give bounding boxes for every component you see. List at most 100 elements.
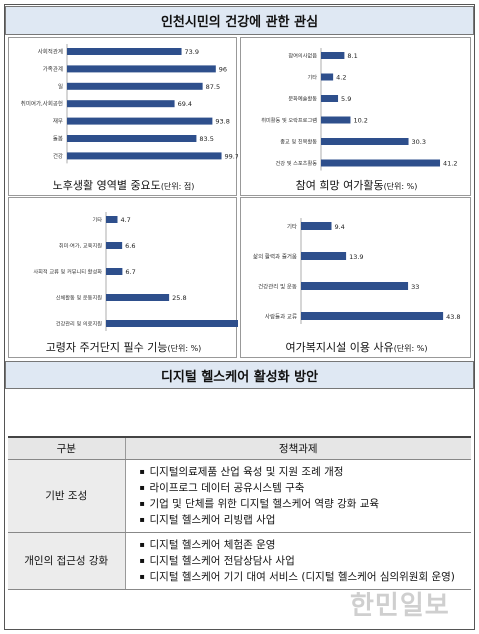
caption-unit: (단위: %) bbox=[383, 182, 418, 191]
watermark-logo: 한민일보 bbox=[350, 585, 450, 622]
category-label: 취미활동 및 오락프로그램 bbox=[261, 116, 317, 124]
chart-caption-1: 노후생활 영역별 중요도(단위: 점) bbox=[9, 177, 238, 193]
bar bbox=[321, 116, 351, 124]
category-label: 삶의 활력과 즐거움 bbox=[253, 253, 297, 261]
chart-panel-2: 참여의사없음 8.1 기타 4.2 문화예술활동 5.9 취미활동 및 오락프로그램 10.2… bbox=[240, 37, 471, 196]
category-label: 건강 및 스포츠활동 bbox=[276, 159, 318, 167]
bar bbox=[301, 312, 444, 320]
chart-panel-4: 기타 9.4 삶의 활력과 즐거움 13.9 건강관리 및 운동 33 사람들과 교류 43.… bbox=[240, 197, 471, 358]
chart-housing-functions: 기타 4.7 취미·여가, 교육지원 6.6 사회적 교류 및 커뮤니티 활성화 6.7 신… bbox=[33, 212, 254, 331]
data-label: 33 bbox=[411, 283, 419, 291]
data-label: 43.8 bbox=[446, 313, 460, 321]
bar bbox=[106, 216, 118, 223]
data-label: 5.9 bbox=[341, 95, 351, 103]
category-label: 건강관리 및 의료지원 bbox=[56, 320, 102, 328]
category-label: 기타 bbox=[307, 73, 317, 81]
category-label: 가족관계 bbox=[43, 65, 63, 73]
category-label: 종교 및 친목활동 bbox=[280, 138, 317, 146]
chart-panel-1: 사회적관계 73.9 가족관계 96 일 87.5 취미여가,사회공헌 69.4 재무 93.8 돌… bbox=[8, 37, 239, 196]
header-tasks: 정책과제 bbox=[125, 436, 471, 460]
data-label: 6.7 bbox=[125, 268, 135, 276]
category-label: 기타 bbox=[287, 223, 297, 231]
data-label: 10.2 bbox=[353, 117, 367, 125]
caption-unit: (단위: 점) bbox=[160, 182, 195, 191]
data-label: 69.4 bbox=[178, 100, 192, 108]
category-label: 건강관리 및 운동 bbox=[258, 283, 297, 291]
bar bbox=[301, 222, 332, 230]
data-label: 87.5 bbox=[206, 83, 220, 91]
caption-text: 여가복지시설 이용 사유 bbox=[285, 341, 394, 354]
page-frame bbox=[4, 4, 475, 630]
data-label: 9.4 bbox=[334, 223, 344, 231]
header-title: 인천시민의 건강에 관한 관심 bbox=[160, 15, 319, 30]
caption-unit: (단위: %) bbox=[167, 344, 202, 353]
bar bbox=[106, 268, 123, 275]
bar bbox=[67, 152, 222, 160]
chart-caption-4: 여가복지시설 이용 사유(단위: %) bbox=[241, 339, 472, 355]
policy-header-row: 구분 정책과제 bbox=[8, 436, 471, 460]
table-row: 기반 조성 디지털의료제품 산업 육성 및 지원 조례 개정 라이프로그 데이터… bbox=[8, 459, 472, 533]
bar bbox=[321, 159, 441, 167]
watermark-text: 한민일보 bbox=[350, 591, 450, 621]
data-label: 8.1 bbox=[347, 52, 357, 60]
policy-item: 라이프로그 데이터 공유시스템 구축 bbox=[140, 480, 472, 496]
category-label: 기타 bbox=[92, 216, 102, 224]
row-category: 기반 조성 bbox=[8, 459, 126, 533]
bar bbox=[321, 95, 339, 102]
category-label: 재무 bbox=[53, 117, 63, 125]
caption-text: 참여 희망 여가활동 bbox=[295, 179, 384, 192]
category-label: 건강 bbox=[53, 153, 63, 160]
row-category: 개인의 접근성 강화 bbox=[8, 532, 126, 590]
policy-item: 디지털의료제품 산업 육성 및 지원 조례 개정 bbox=[140, 464, 472, 480]
chart-caption-3: 고령자 주거단지 필수 기능(단위: %) bbox=[9, 339, 238, 355]
row-tasks: 디지털의료제품 산업 육성 및 지원 조례 개정 라이프로그 데이터 공유시스템… bbox=[125, 459, 472, 533]
data-label: 93.8 bbox=[215, 118, 229, 126]
category-label: 돌봄 bbox=[53, 136, 63, 143]
row-tasks: 디지털 헬스케어 체험존 운영 디지털 헬스케어 전담상담사 사업 디지털 헬스… bbox=[125, 532, 472, 590]
bar bbox=[67, 100, 175, 108]
data-label: 25.8 bbox=[172, 294, 186, 302]
category-label: 취미·여가, 교육지원 bbox=[59, 242, 102, 250]
policy-item: 디지털 헬스케어 리빙랩 사업 bbox=[140, 512, 472, 528]
bar bbox=[321, 138, 409, 145]
chart-panel-3: 기타 4.7 취미·여가, 교육지원 6.6 사회적 교류 및 커뮤니티 활성화 6.7 신… bbox=[8, 197, 254, 358]
bar bbox=[67, 117, 213, 125]
data-label: 4.2 bbox=[336, 74, 346, 82]
header-banner: 인천시민의 건강에 관한 관심 bbox=[5, 6, 474, 35]
policy-item: 디지털 헬스케어 체험존 운영 bbox=[140, 537, 472, 553]
bar bbox=[301, 282, 409, 290]
bar bbox=[67, 135, 197, 142]
data-label: 4.7 bbox=[120, 216, 130, 224]
category-label: 사람들과 교류 bbox=[265, 313, 297, 321]
header-category: 구분 bbox=[8, 436, 126, 460]
data-label: 83.5 bbox=[199, 135, 213, 143]
category-label: 사회적관계 bbox=[38, 48, 63, 56]
bar bbox=[301, 252, 347, 260]
bar bbox=[321, 73, 334, 81]
data-label: 41.2 bbox=[443, 160, 457, 168]
bar bbox=[67, 65, 216, 73]
bar bbox=[321, 52, 345, 59]
bar bbox=[106, 294, 170, 301]
bar bbox=[106, 320, 243, 327]
table-row: 개인의 접근성 강화 디지털 헬스케어 체험존 운영 디지털 헬스케어 전담상담… bbox=[8, 532, 472, 590]
caption-unit: (단위: %) bbox=[393, 344, 428, 353]
chart-leisure-hope: 참여의사없음 8.1 기타 4.2 문화예술활동 5.9 취미활동 및 오락프로그램 10.2… bbox=[261, 48, 458, 171]
category-label: 신체활동 및 운동지원 bbox=[56, 294, 102, 302]
section2-banner: 디지털 헬스케어 활성화 방안 bbox=[5, 361, 474, 389]
data-label: 99.7 bbox=[225, 152, 238, 160]
category-label: 문화예술활동 bbox=[288, 95, 317, 103]
data-label: 96 bbox=[219, 65, 227, 73]
bar bbox=[67, 82, 203, 90]
data-label: 73.9 bbox=[185, 48, 199, 56]
section2-title: 디지털 헬스케어 활성화 방안 bbox=[160, 369, 319, 385]
policy-item: 디지털 헬스케어 전담상담사 사업 bbox=[140, 553, 472, 569]
chart-caption-2: 참여 희망 여가활동(단위: %) bbox=[241, 177, 472, 193]
policy-item: 디지털 헬스케어 기기 대여 서비스 (디지털 헬스케어 심의위원회 운영) bbox=[140, 569, 472, 585]
chart-facility-reasons: 기타 9.4 삶의 활력과 즐거움 13.9 건강관리 및 운동 33 사람들과 교류 43.… bbox=[253, 218, 461, 324]
bar bbox=[67, 48, 182, 55]
bar bbox=[106, 242, 123, 249]
caption-text: 고령자 주거단지 필수 기능 bbox=[45, 341, 168, 354]
category-label: 취미여가,사회공헌 bbox=[21, 100, 63, 108]
chart-importance: 사회적관계 73.9 가족관계 96 일 87.5 취미여가,사회공헌 69.4 재무 93.8 돌… bbox=[21, 44, 239, 164]
